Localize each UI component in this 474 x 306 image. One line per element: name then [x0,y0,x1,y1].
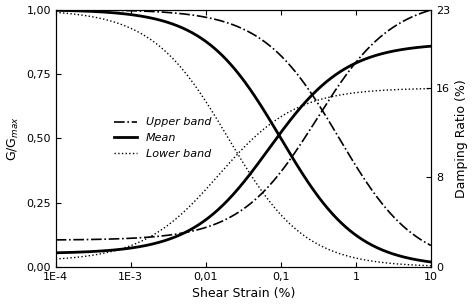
Y-axis label: Damping Ratio (%): Damping Ratio (%) [456,79,468,198]
Legend: Upper band, Mean, Lower band: Upper band, Mean, Lower band [110,113,216,163]
X-axis label: Shear Strain (%): Shear Strain (%) [191,287,295,300]
Y-axis label: G/G$_{max}$: G/G$_{max}$ [6,116,21,161]
